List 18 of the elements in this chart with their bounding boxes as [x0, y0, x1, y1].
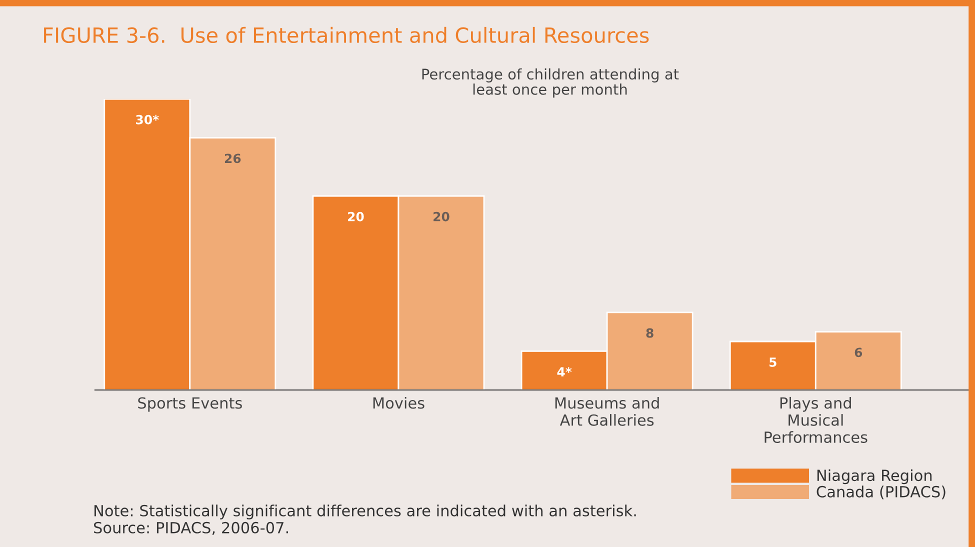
chart-title: FIGURE 3-6. Use of Entertainment and Cultural Resources — [44, 26, 649, 44]
source-note: Source: PIDACS, 2006-07. — [94, 522, 288, 535]
legend-label: Canada (PIDACS) — [816, 486, 946, 500]
x-tick-label: Sports Events — [138, 397, 242, 412]
data-label: 20 — [434, 212, 450, 222]
x-tick-label: Plays and Musical Performances — [764, 396, 868, 443]
x-tick-label: Movies — [373, 396, 424, 409]
x-tick-label: Museums and Art Galleries — [555, 396, 659, 426]
chart-subtitle: Percentage of children attending at least once per month — [422, 68, 679, 98]
data-label: 30* — [136, 114, 159, 124]
data-label: 8 — [646, 328, 654, 338]
data-label: 6 — [854, 348, 862, 358]
data-label: 20 — [348, 212, 364, 222]
legend-label: Niagara Region — [817, 469, 932, 484]
text: Note: Statistically significant differences are indicated with an asterisk. — [94, 504, 636, 520]
data-label: 26 — [224, 154, 241, 164]
data-label: 5 — [770, 358, 776, 367]
data-label: 4* — [557, 367, 572, 376]
